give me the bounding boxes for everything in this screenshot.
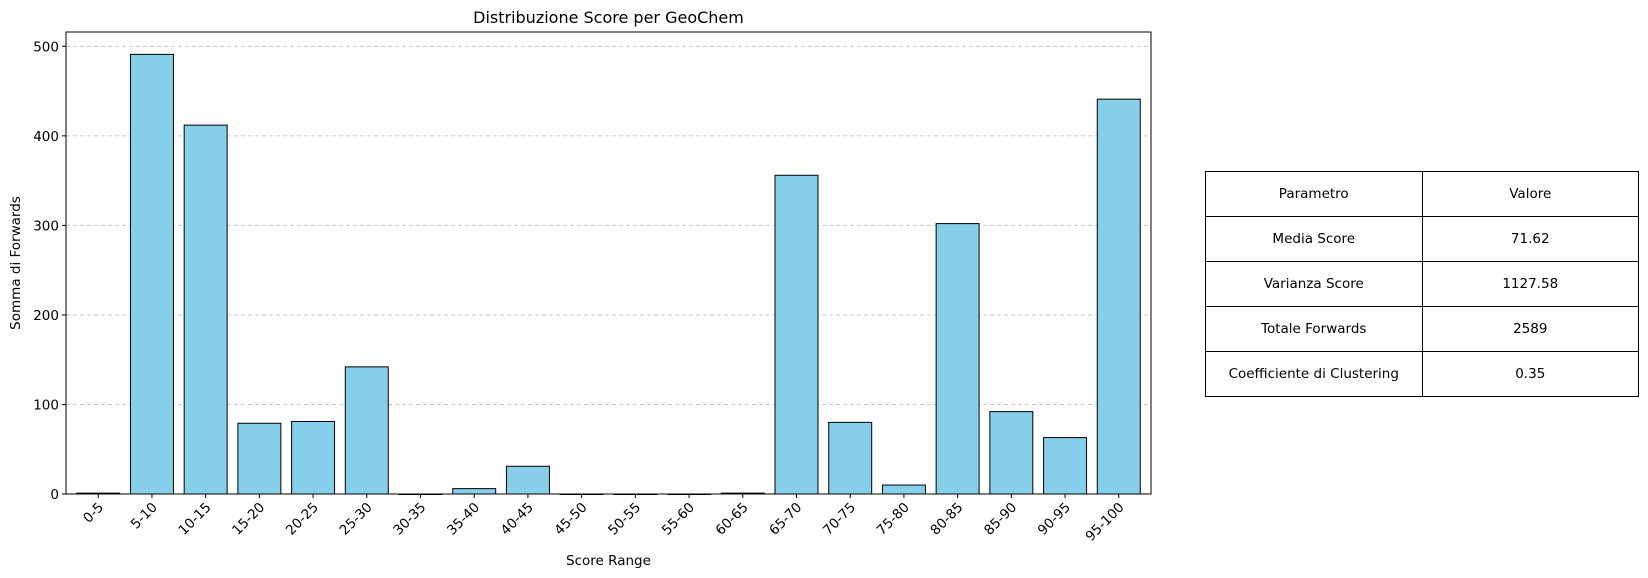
bar-chart: 0 100 200 300 400 500 0-5 5-10 10-15 15-20 20-25 2…	[8, 8, 1152, 569]
x-tick-label: 50-55	[605, 500, 644, 539]
x-tick-label: 40-45	[498, 500, 537, 539]
chart-title: Distribuzione Score per GeoChem	[473, 8, 744, 27]
table-cell-parameter: Coefficiente di Clustering	[1205, 351, 1423, 397]
y-tick-label: 400	[33, 129, 59, 145]
bar	[452, 488, 497, 495]
x-tick-label: 0-5	[80, 500, 107, 527]
y-tick-label: 200	[33, 308, 59, 324]
table-cell-value: 71.62	[1421, 216, 1639, 262]
x-tick-label: 15-20	[229, 500, 268, 539]
x-axis-label: Score Range	[566, 553, 651, 569]
table-header-row: Parametro Valore	[1205, 171, 1639, 217]
bars	[76, 53, 1141, 495]
bar	[881, 484, 926, 495]
bar	[1043, 437, 1088, 495]
x-tick-label: 45-50	[551, 500, 590, 539]
bar	[291, 420, 336, 495]
x-tick-label: 90-95	[1035, 500, 1074, 539]
bar	[935, 223, 980, 495]
table-row: Varianza Score 1127.58	[1205, 261, 1639, 307]
bar	[129, 53, 174, 495]
y-tick-label: 0	[50, 487, 59, 503]
x-tick-label: 70-75	[820, 500, 859, 539]
x-tick-label: 5-10	[128, 500, 161, 533]
table-cell-parameter: Totale Forwards	[1205, 306, 1423, 352]
x-tick-label: 35-40	[444, 500, 483, 539]
x-axis: 0-5 5-10 10-15 15-20 20-25 25-30 30-35 35-40 40-…	[80, 494, 1128, 545]
table-cell-value: 0.35	[1421, 351, 1639, 397]
bar	[989, 411, 1034, 495]
x-tick-label: 85-90	[981, 500, 1020, 539]
bar	[774, 174, 819, 495]
x-tick-label: 60-65	[713, 500, 752, 539]
x-tick-label: 30-35	[390, 500, 429, 539]
y-tick-label: 300	[33, 218, 59, 234]
x-tick-label: 25-30	[337, 500, 376, 539]
table-cell-parameter: Varianza Score	[1205, 261, 1423, 307]
stats-table: Parametro Valore Media Score 71.62 Varia…	[1205, 171, 1639, 397]
y-tick-label: 500	[33, 39, 59, 55]
table-header-cell: Valore	[1421, 171, 1639, 217]
bar	[183, 124, 228, 495]
table-cell-value: 1127.58	[1421, 261, 1639, 307]
table-cell-value: 2589	[1421, 306, 1639, 352]
table-cell-parameter: Media Score	[1205, 216, 1423, 262]
bar	[237, 422, 282, 495]
y-axis: 0 100 200 300 400 500	[33, 39, 66, 503]
x-tick-label: 80-85	[927, 500, 966, 539]
table-row: Coefficiente di Clustering 0.35	[1205, 351, 1639, 397]
x-tick-label: 95-100	[1082, 500, 1127, 545]
table-header-cell: Parametro	[1205, 171, 1423, 217]
gridlines	[66, 45, 1151, 405]
x-tick-label: 10-15	[175, 500, 214, 539]
x-tick-label: 75-80	[874, 500, 913, 539]
table-row: Totale Forwards 2589	[1205, 306, 1639, 352]
x-tick-label: 65-70	[766, 500, 805, 539]
y-axis-label: Somma di Forwards	[8, 196, 24, 330]
plot-area-frame	[65, 31, 1152, 495]
bar	[828, 421, 873, 495]
bar	[344, 366, 389, 495]
table-row: Media Score 71.62	[1205, 216, 1639, 262]
bar	[505, 465, 550, 495]
x-tick-label: 55-60	[659, 500, 698, 539]
bar	[1096, 98, 1141, 495]
x-tick-label: 20-25	[283, 500, 322, 539]
y-tick-label: 100	[33, 397, 59, 413]
